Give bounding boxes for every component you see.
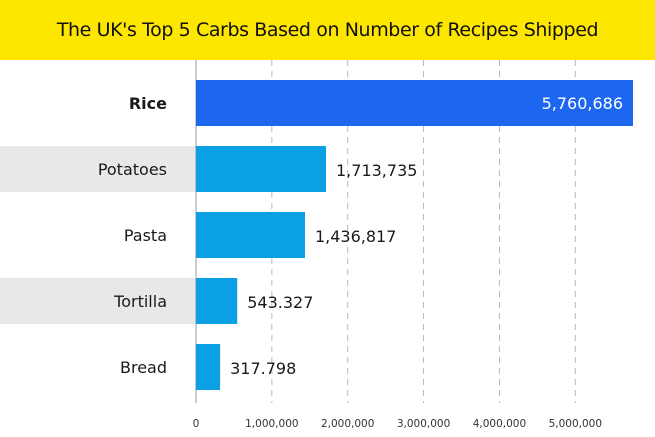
bar — [196, 80, 633, 126]
category-label: Potatoes — [98, 160, 167, 179]
row-band-3 — [0, 278, 196, 324]
bar — [196, 212, 305, 258]
x-tick-label: 2,000,000 — [321, 418, 374, 430]
row-band-1 — [0, 146, 196, 192]
value-label: 543.327 — [247, 293, 313, 312]
x-tick-label: 4,000,000 — [473, 418, 526, 430]
category-label: Pasta — [124, 226, 167, 245]
value-label: 5,760,686 — [542, 94, 623, 113]
value-label: 1,436,817 — [315, 227, 396, 246]
chart-title: The UK's Top 5 Carbs Based on Number of … — [56, 19, 599, 41]
x-tick-label: 1,000,000 — [245, 418, 298, 430]
x-tick-label: 5,000,000 — [549, 418, 602, 430]
bar-chart: 0 1,000,000 2,000,000 3,000,000 4,000,000 5,0… — [0, 60, 633, 430]
bar — [196, 146, 327, 192]
x-tick-label: 3,000,000 — [397, 418, 450, 430]
value-label: 1,713,735 — [336, 161, 417, 180]
bar — [196, 278, 238, 324]
category-label: Tortilla — [113, 292, 167, 311]
category-label: Bread — [120, 358, 167, 377]
category-label: Rice — [129, 94, 167, 113]
title-bar: The UK's Top 5 Carbs Based on Number of … — [0, 0, 655, 60]
x-tick-label: 0 — [193, 418, 200, 430]
value-label: 317.798 — [230, 359, 296, 378]
bar — [196, 344, 221, 390]
